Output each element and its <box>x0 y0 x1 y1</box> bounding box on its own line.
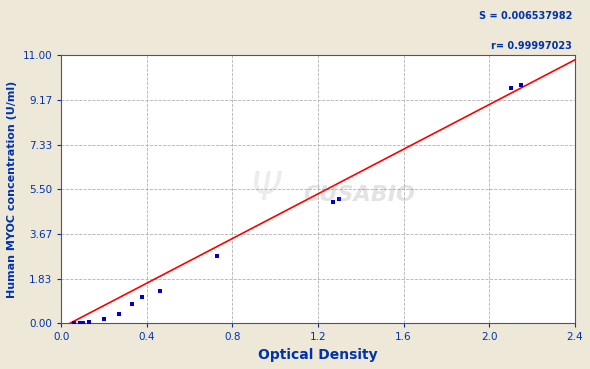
Point <box>137 294 147 300</box>
Text: r= 0.99997023: r= 0.99997023 <box>491 41 572 51</box>
Point <box>212 254 222 259</box>
Text: CUSABIO: CUSABIO <box>303 185 415 205</box>
Point <box>506 85 515 91</box>
Y-axis label: Human MYOC concentration (U/ml): Human MYOC concentration (U/ml) <box>7 81 17 298</box>
Point <box>328 199 337 204</box>
Point <box>78 321 87 327</box>
Text: S = 0.006537982: S = 0.006537982 <box>479 11 572 21</box>
Point <box>84 319 94 325</box>
Point <box>76 321 85 327</box>
Point <box>155 287 164 293</box>
Point <box>335 196 344 202</box>
Point <box>69 321 78 327</box>
X-axis label: Optical Density: Optical Density <box>258 348 378 362</box>
Point <box>516 82 526 87</box>
Point <box>127 301 136 307</box>
Text: Ψ: Ψ <box>251 170 282 208</box>
Point <box>99 315 109 321</box>
Point <box>114 311 124 317</box>
